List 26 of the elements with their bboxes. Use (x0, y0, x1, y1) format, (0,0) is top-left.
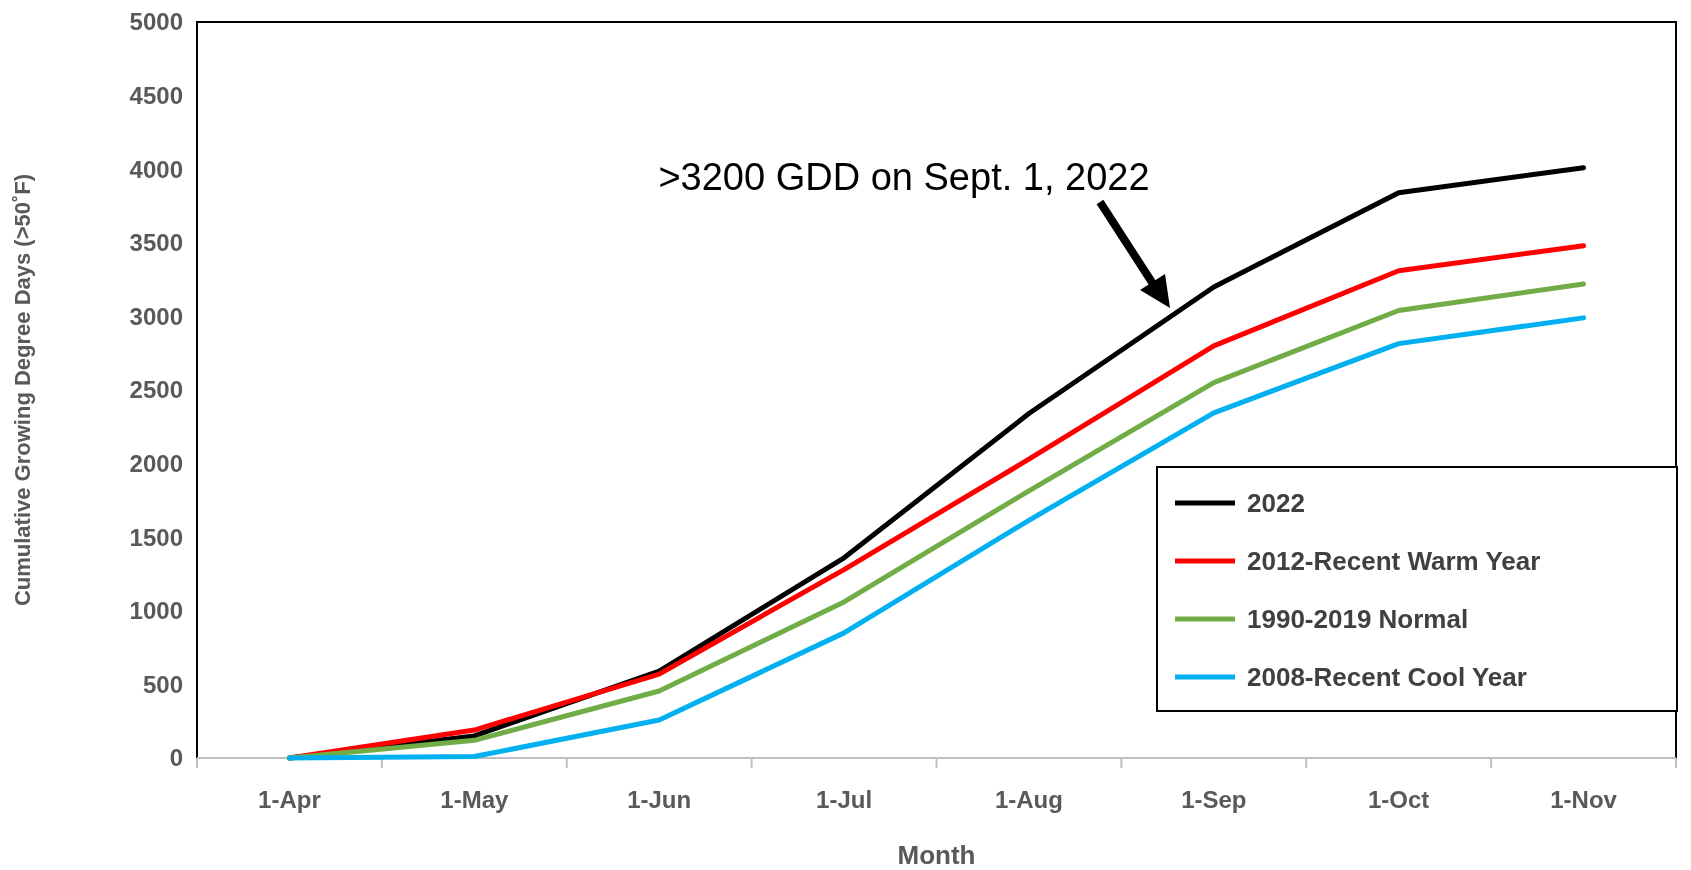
y-tick-label: 4000 (129, 155, 183, 183)
legend-label: 1990-2019 Normal (1247, 604, 1469, 635)
x-tick-label: 1-Aug (994, 786, 1063, 813)
y-tick-label: 3500 (129, 229, 183, 257)
x-tick-label: 1-Apr (258, 786, 321, 813)
x-tick-label: 1-Sep (1181, 786, 1247, 813)
y-tick-label: 4500 (129, 82, 183, 109)
y-tick-label: 5000 (129, 8, 183, 36)
x-tick-label: 1-Nov (1550, 786, 1618, 813)
y-tick-label: 2500 (129, 376, 183, 404)
y-tick-label: 3000 (129, 302, 183, 330)
y-axis-title: Cumulative Growing Degree Days (>50˚F) (10, 173, 35, 607)
legend-label: 2012-Recent Warm Year (1247, 546, 1541, 577)
y-tick-label: 1500 (129, 523, 183, 551)
x-tick-label: 1-Oct (1368, 786, 1430, 813)
legend-label: 2022 (1247, 488, 1305, 519)
y-tick-label: 0 (169, 744, 183, 772)
annotation: >3200 GDD on Sept. 1, 2022 (658, 156, 1150, 198)
y-tick-label: 1000 (129, 597, 183, 625)
x-tick-label: 1-May (440, 786, 509, 813)
y-tick-label: 2000 (129, 450, 183, 477)
x-axis-title: Month (897, 840, 976, 870)
x-tick-label: 1-Jun (627, 786, 692, 813)
legend-label: 2008-Recent Cool Year (1247, 662, 1527, 693)
x-tick-label: 1-Jul (816, 786, 873, 813)
y-tick-label: 500 (142, 670, 183, 698)
